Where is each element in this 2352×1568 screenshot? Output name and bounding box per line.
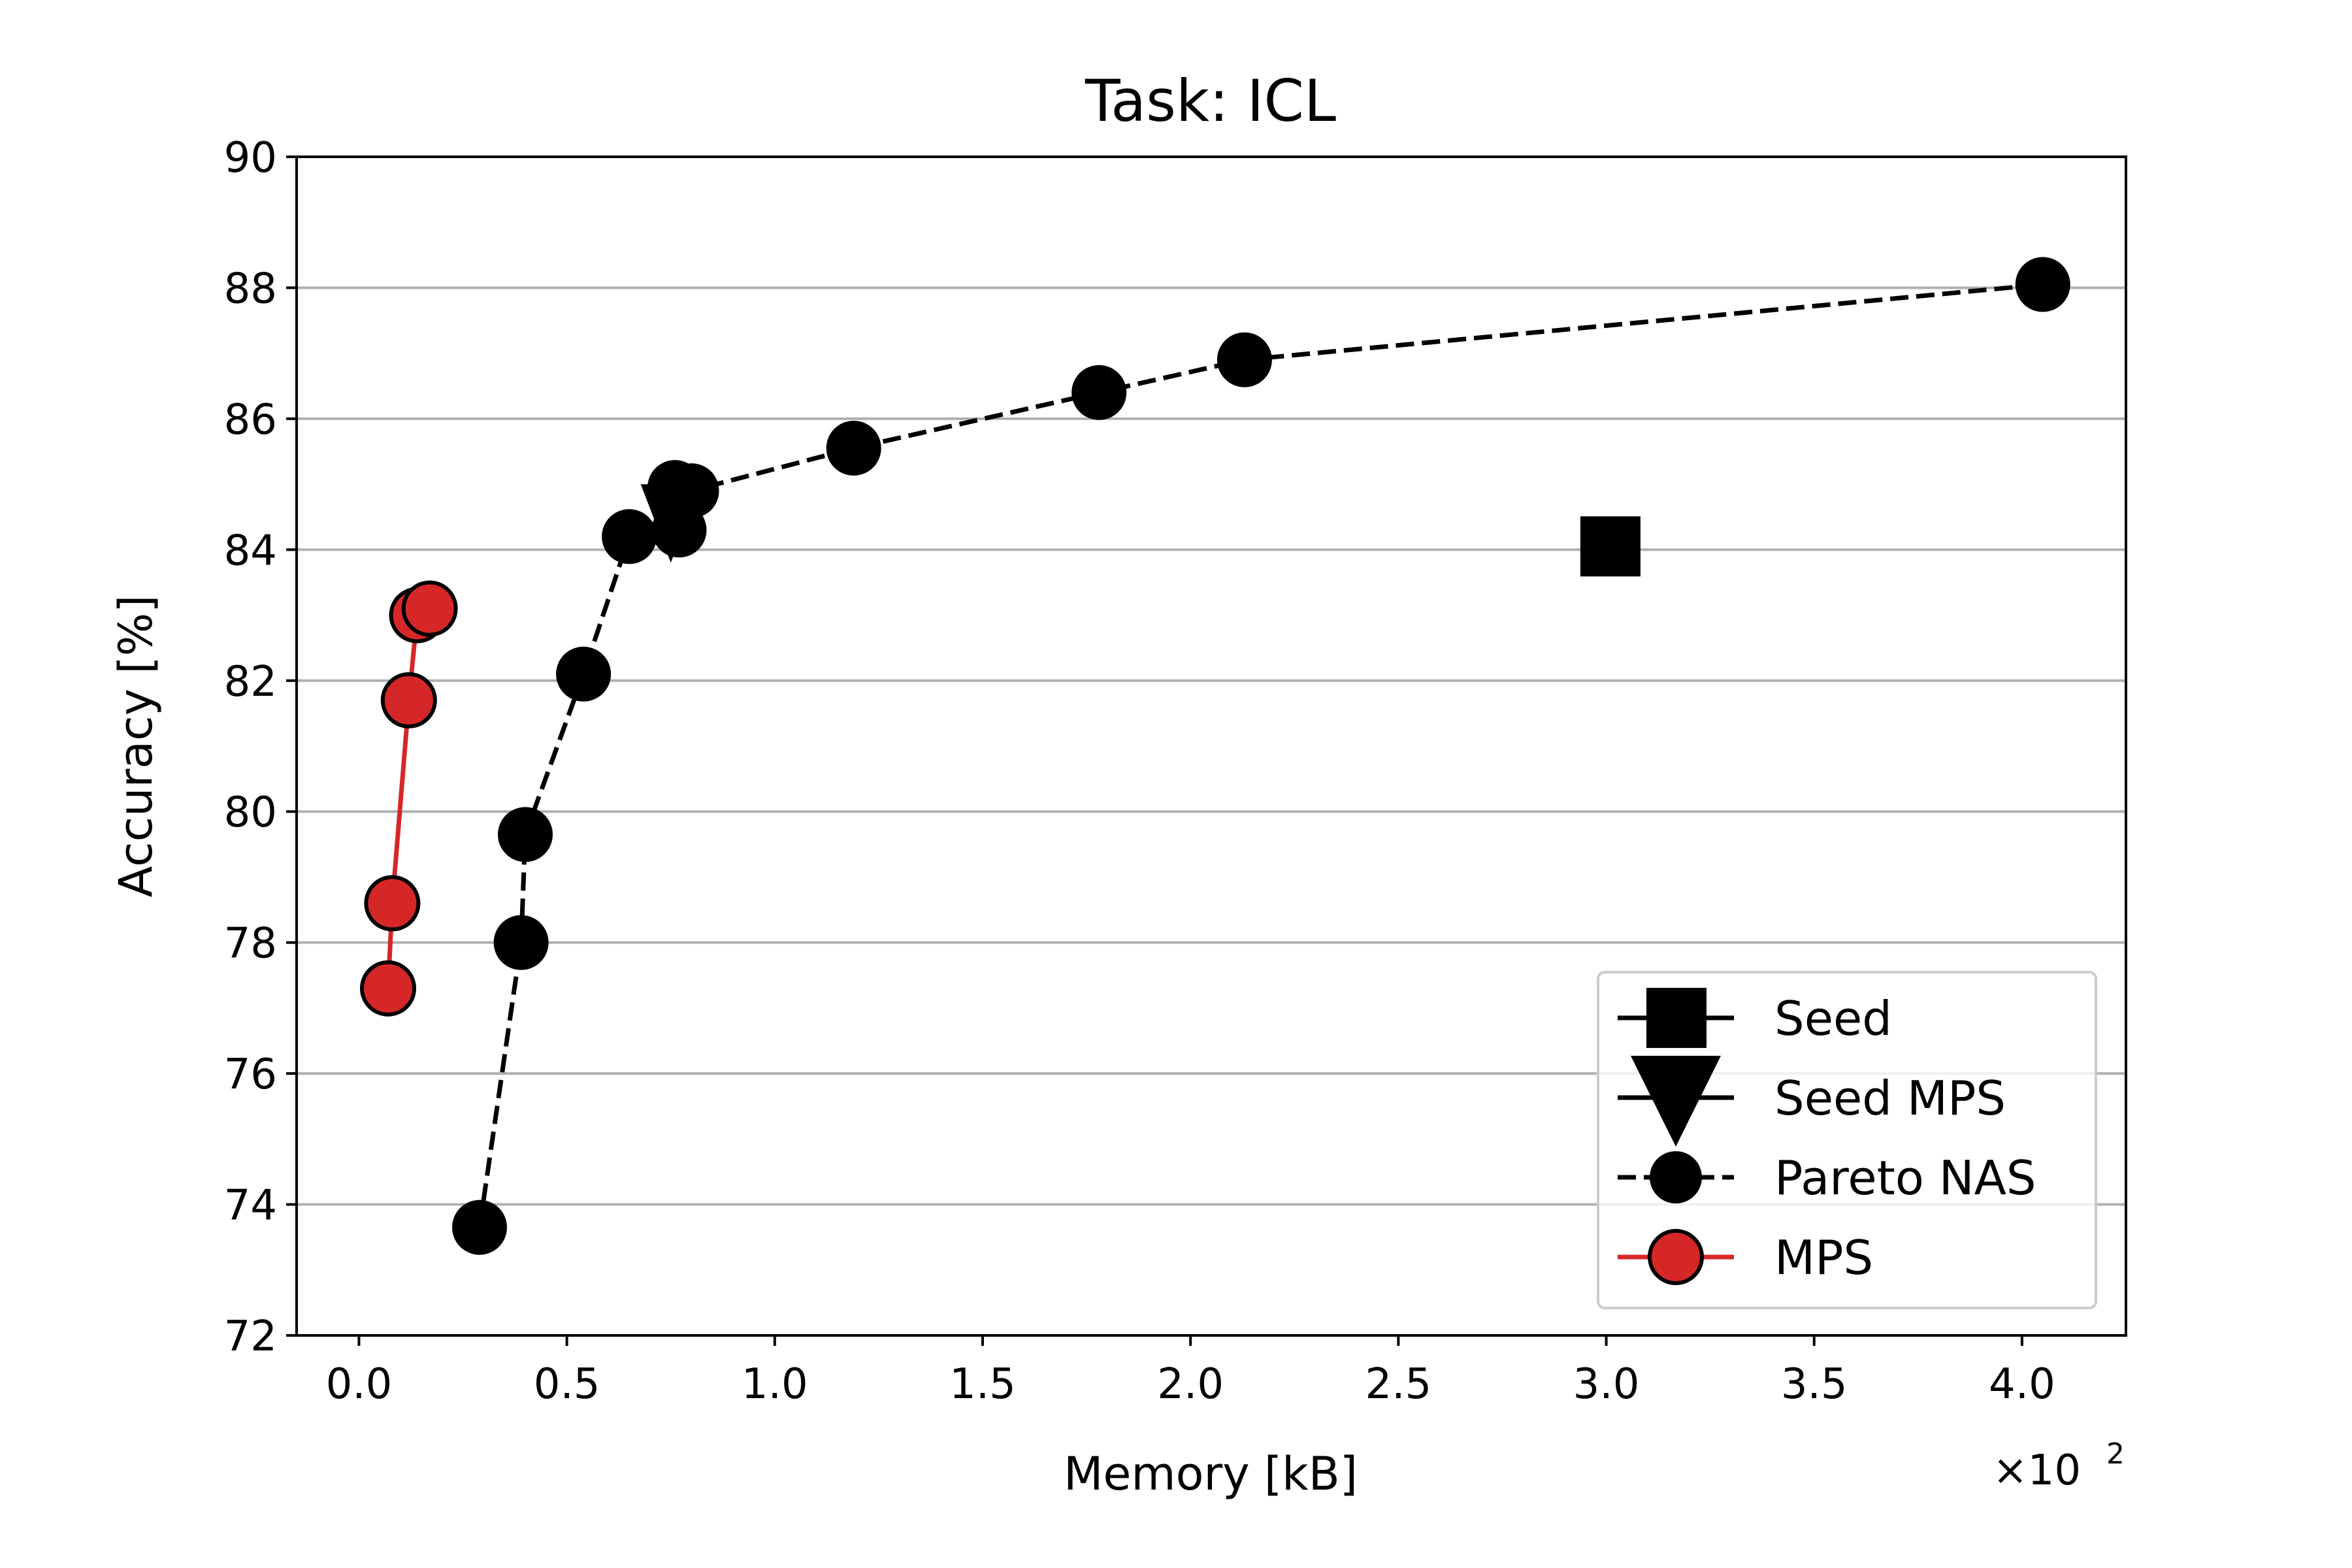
mps-point-2 (380, 672, 437, 728)
x-tick-label-3: 1.5 (949, 1360, 1016, 1409)
y-tick-label-0: 72 (224, 1313, 277, 1361)
series-layer (360, 257, 2070, 1255)
plot-frame (295, 155, 2127, 1337)
legend-marker-pareto-nas (1650, 1151, 1702, 1203)
chart-title: Task: ICL (1085, 67, 1336, 135)
legend: Seed Seed MPS Pareto NAS MPS (1597, 971, 2097, 1309)
x-axis-label: Memory [kB] (1064, 1447, 1358, 1501)
y-tick-label-1: 74 (224, 1182, 277, 1230)
legend-item-pareto-nas: Pareto NAS (1618, 1151, 2036, 1205)
pareto-nas-point-0 (452, 1200, 507, 1255)
legend-box (1597, 971, 2097, 1309)
y-tick-label-3: 78 (224, 920, 277, 968)
y-tick-label-7: 86 (224, 396, 277, 444)
y-tick-label-9: 90 (224, 134, 277, 182)
y-tick-label-5: 82 (224, 658, 277, 706)
legend-item-seed-mps: Seed MPS (1618, 1056, 2006, 1147)
mps-point-0 (360, 960, 416, 1017)
pareto-nas-point-11 (2015, 257, 2070, 312)
mps-point-1 (364, 875, 421, 932)
legend-marker-seed (1646, 988, 1707, 1048)
y-tick-label-2: 76 (224, 1051, 277, 1099)
y-tick-label-4: 80 (224, 789, 277, 837)
pareto-nas-point-4 (602, 509, 657, 564)
y-tick-label-6: 84 (224, 527, 277, 575)
y-axis-label: Accuracy [%] (109, 595, 163, 898)
pareto-nas-point-3 (556, 646, 612, 702)
legend-label-seed-mps: Seed MPS (1774, 1071, 2006, 1126)
pareto-nas-point-2 (498, 807, 553, 862)
x-offset-exponent: 2 (2106, 1437, 2125, 1471)
pareto-nas-point-8 (826, 420, 881, 476)
x-tick-label-1: 0.5 (534, 1360, 600, 1409)
legend-label-pareto-nas: Pareto NAS (1774, 1151, 2036, 1205)
legend-item-seed: Seed (1618, 988, 1892, 1048)
x-tick-label-5: 2.5 (1365, 1360, 1431, 1409)
x-offset-label: ×10 2 (1993, 1437, 2125, 1495)
legend-marker-seed-mps (1631, 1056, 1721, 1147)
x-offset-multiplier: ×10 (1993, 1446, 2081, 1495)
legend-marker-mps (1648, 1229, 1704, 1285)
pareto-nas-point-10 (1217, 332, 1272, 387)
seed-point (1580, 516, 1641, 577)
legend-label-seed: Seed (1774, 991, 1892, 1046)
x-axis: 0.0 0.5 1.0 1.5 2.0 2.5 3.0 3.5 4.0 (326, 1335, 2055, 1409)
mps-point-4 (401, 580, 458, 637)
x-tick-label-4: 2.0 (1157, 1360, 1224, 1409)
x-tick-label-7: 3.5 (1781, 1360, 1848, 1409)
pareto-nas-point-9 (1071, 365, 1127, 420)
y-axis: 72 74 76 78 80 82 84 86 88 90 (224, 134, 297, 1361)
x-tick-label-8: 4.0 (1989, 1360, 2055, 1409)
legend-item-mps: MPS (1618, 1229, 1873, 1285)
seed-mps-point (640, 484, 701, 563)
y-tick-label-8: 88 (224, 265, 277, 313)
x-tick-label-0: 0.0 (326, 1360, 393, 1409)
pareto-nas-point-1 (493, 915, 549, 970)
legend-label-mps: MPS (1774, 1230, 1873, 1285)
x-tick-label-2: 1.0 (742, 1360, 808, 1409)
x-tick-label-6: 3.0 (1573, 1360, 1640, 1409)
